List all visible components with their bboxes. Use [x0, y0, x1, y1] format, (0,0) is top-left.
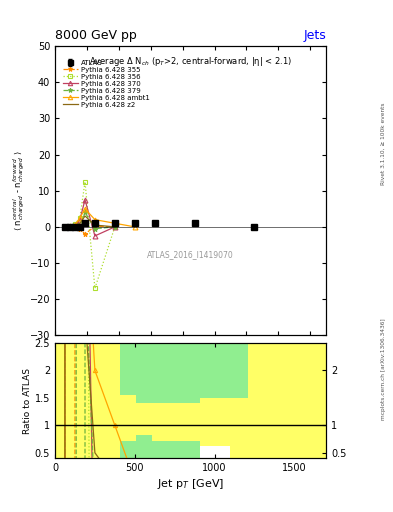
Y-axis label: ⟨ n$^{central}_{charged}$ - n$^{forward}_{charged}$ ⟩: ⟨ n$^{central}_{charged}$ - n$^{forward}…: [11, 151, 27, 231]
Pythia 6.428 355: [83, 231, 87, 237]
Pythia 6.428 379: [62, 224, 67, 230]
Pythia 6.428 ambt1: [68, 223, 72, 229]
Line: Pythia 6.428 355: Pythia 6.428 355: [62, 224, 117, 237]
Pythia 6.428 z2: [92, 222, 97, 228]
Pythia 6.428 370: [92, 233, 97, 239]
Pythia 6.428 z2: [73, 223, 77, 229]
Pythia 6.428 ambt1: [73, 222, 77, 228]
Line: Pythia 6.428 370: Pythia 6.428 370: [62, 197, 117, 239]
Pythia 6.428 355: [77, 226, 82, 232]
Pythia 6.428 356: [83, 179, 87, 185]
Pythia 6.428 356: [92, 285, 97, 291]
Line: Pythia 6.428 z2: Pythia 6.428 z2: [65, 216, 115, 227]
Line: Pythia 6.428 ambt1: Pythia 6.428 ambt1: [62, 206, 137, 229]
Pythia 6.428 355: [73, 224, 77, 230]
Pythia 6.428 356: [62, 224, 67, 230]
Text: Rivet 3.1.10, ≥ 100k events: Rivet 3.1.10, ≥ 100k events: [381, 102, 386, 185]
Pythia 6.428 ambt1: [92, 217, 97, 223]
Text: Jets: Jets: [303, 29, 326, 42]
Pythia 6.428 ambt1: [112, 220, 117, 226]
Pythia 6.428 355: [62, 224, 67, 230]
Text: 8000 GeV pp: 8000 GeV pp: [55, 29, 137, 42]
X-axis label: Jet p$_T$ [GeV]: Jet p$_T$ [GeV]: [157, 477, 224, 492]
Pythia 6.428 379: [92, 226, 97, 232]
Pythia 6.428 z2: [112, 224, 117, 230]
Text: mcplots.cern.ch [arXiv:1306.3436]: mcplots.cern.ch [arXiv:1306.3436]: [381, 318, 386, 419]
Pythia 6.428 370: [68, 223, 72, 229]
Pythia 6.428 379: [112, 224, 117, 230]
Pythia 6.428 355: [68, 223, 72, 229]
Pythia 6.428 356: [112, 224, 117, 230]
Pythia 6.428 379: [77, 225, 82, 231]
Pythia 6.428 370: [83, 197, 87, 203]
Pythia 6.428 z2: [68, 223, 72, 229]
Pythia 6.428 379: [73, 223, 77, 229]
Pythia 6.428 ambt1: [62, 224, 67, 230]
Pythia 6.428 z2: [62, 224, 67, 230]
Legend: ATLAS, Pythia 6.428 355, Pythia 6.428 356, Pythia 6.428 370, Pythia 6.428 379, P: ATLAS, Pythia 6.428 355, Pythia 6.428 35…: [61, 58, 151, 109]
Pythia 6.428 356: [73, 221, 77, 227]
Y-axis label: Ratio to ATLAS: Ratio to ATLAS: [23, 368, 32, 434]
Text: Average Δ N$_{ch}$ (p$_T$>2, central-forward, |η| < 2.1): Average Δ N$_{ch}$ (p$_T$>2, central-for…: [89, 55, 292, 68]
Pythia 6.428 ambt1: [77, 215, 82, 221]
Line: Pythia 6.428 379: Pythia 6.428 379: [62, 210, 117, 231]
Pythia 6.428 379: [83, 209, 87, 216]
Pythia 6.428 379: [68, 223, 72, 229]
Pythia 6.428 370: [73, 222, 77, 228]
Pythia 6.428 370: [77, 217, 82, 223]
Pythia 6.428 355: [92, 223, 97, 229]
Pythia 6.428 ambt1: [132, 224, 137, 230]
Pythia 6.428 370: [112, 224, 117, 230]
Pythia 6.428 356: [77, 215, 82, 221]
Pythia 6.428 z2: [83, 213, 87, 219]
Pythia 6.428 355: [112, 224, 117, 230]
Pythia 6.428 370: [62, 224, 67, 230]
Text: ATLAS_2016_I1419070: ATLAS_2016_I1419070: [147, 250, 234, 259]
Pythia 6.428 z2: [77, 220, 82, 226]
Pythia 6.428 356: [68, 223, 72, 229]
Line: Pythia 6.428 356: Pythia 6.428 356: [62, 179, 117, 291]
Pythia 6.428 ambt1: [83, 206, 87, 212]
